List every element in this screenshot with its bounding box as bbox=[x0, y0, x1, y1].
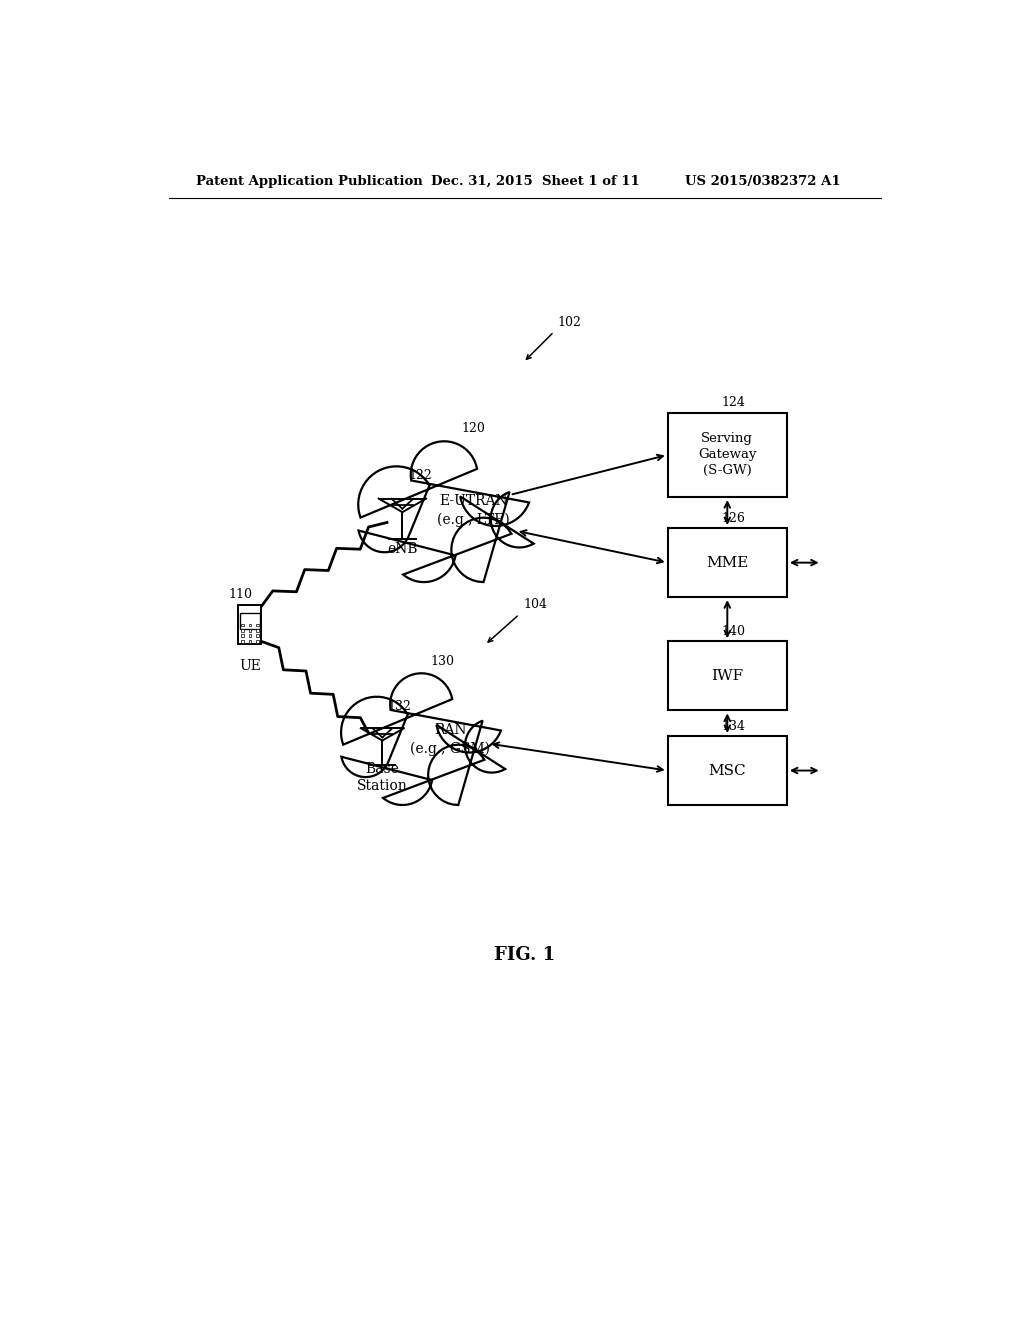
Text: 132: 132 bbox=[387, 700, 411, 713]
Bar bbox=[241, 612, 259, 628]
Bar bbox=[668, 413, 787, 498]
Text: Patent Application Publication: Patent Application Publication bbox=[196, 176, 423, 187]
Text: 140: 140 bbox=[721, 626, 745, 638]
Bar bbox=[239, 605, 261, 644]
Bar bbox=[256, 640, 259, 643]
Bar bbox=[256, 623, 259, 627]
Bar bbox=[241, 630, 244, 632]
Text: MSC: MSC bbox=[709, 763, 746, 777]
Bar bbox=[256, 635, 259, 638]
Bar bbox=[249, 635, 251, 638]
Text: Serving
Gateway
(S-GW): Serving Gateway (S-GW) bbox=[698, 433, 757, 478]
Bar bbox=[668, 737, 787, 805]
Text: 120: 120 bbox=[462, 422, 485, 436]
Polygon shape bbox=[341, 673, 505, 805]
Bar bbox=[249, 623, 251, 627]
Text: 102: 102 bbox=[558, 317, 582, 330]
Bar bbox=[241, 640, 244, 643]
Bar bbox=[668, 528, 787, 598]
Bar bbox=[241, 635, 244, 638]
Bar bbox=[241, 623, 244, 627]
Bar bbox=[249, 630, 251, 632]
Text: 104: 104 bbox=[523, 598, 547, 611]
Text: US 2015/0382372 A1: US 2015/0382372 A1 bbox=[685, 176, 841, 187]
Text: UE: UE bbox=[239, 659, 261, 673]
Polygon shape bbox=[358, 441, 534, 582]
Bar bbox=[256, 630, 259, 632]
Text: 134: 134 bbox=[721, 719, 745, 733]
Text: E-UTRAN
(e.g., LTE): E-UTRAN (e.g., LTE) bbox=[437, 494, 510, 527]
Text: IWF: IWF bbox=[712, 669, 743, 682]
Text: Dec. 31, 2015  Sheet 1 of 11: Dec. 31, 2015 Sheet 1 of 11 bbox=[431, 176, 640, 187]
Text: 122: 122 bbox=[409, 469, 432, 482]
Text: 126: 126 bbox=[721, 512, 745, 525]
Text: FIG. 1: FIG. 1 bbox=[495, 946, 555, 965]
Bar bbox=[668, 642, 787, 710]
Text: 110: 110 bbox=[228, 589, 252, 601]
Text: 130: 130 bbox=[431, 655, 455, 668]
Bar bbox=[249, 640, 251, 643]
Text: MME: MME bbox=[707, 556, 749, 570]
Text: 124: 124 bbox=[721, 396, 745, 409]
Text: RAN
(e.g., GSM): RAN (e.g., GSM) bbox=[410, 723, 490, 756]
Text: Base
Station: Base Station bbox=[357, 762, 408, 793]
Text: eNB: eNB bbox=[387, 541, 418, 556]
